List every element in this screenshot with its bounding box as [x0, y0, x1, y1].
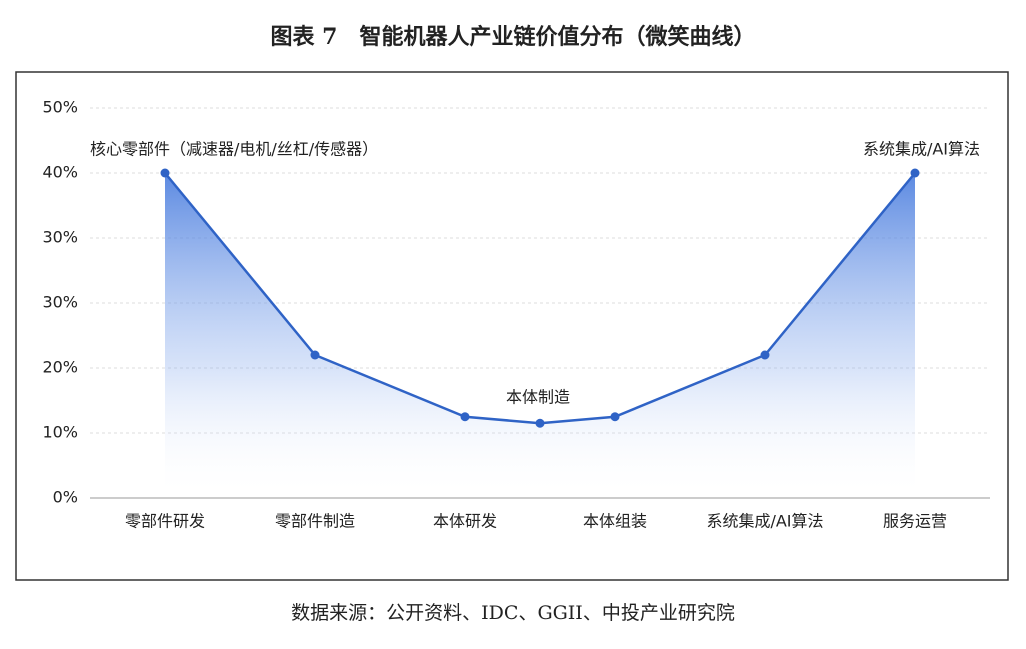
point: [760, 350, 770, 360]
y-tick-label: 20%: [42, 358, 78, 377]
point: [910, 168, 920, 178]
x-tick-label: 零部件研发: [125, 512, 205, 531]
y-tick-label: 10%: [42, 423, 78, 442]
y-tick-label: 0%: [53, 488, 78, 507]
point: [160, 168, 170, 178]
x-tick-label: 本体研发: [433, 512, 497, 531]
point: [610, 412, 620, 422]
area: [165, 173, 915, 498]
source-note: 数据来源：公开资料、IDC、GGII、中投产业研究院: [291, 602, 735, 624]
x-tick-label: 系统集成/AI算法: [706, 512, 823, 531]
x-tick-label: 本体组装: [583, 512, 647, 531]
y-tick-label: 30%: [42, 293, 78, 312]
point: [535, 418, 545, 428]
annotation: 核心零部件（减速器/电机/丝杠/传感器）: [90, 140, 378, 159]
x-tick-label: 零部件制造: [275, 512, 355, 531]
chart-title: 图表 7 智能机器人产业链价值分布（微笑曲线）: [271, 24, 756, 50]
point: [460, 412, 470, 422]
annotation: 本体制造: [506, 388, 570, 407]
y-tick-label: 40%: [42, 163, 78, 182]
chart-frame: [15, 71, 1009, 581]
point: [310, 350, 320, 360]
x-tick-label: 服务运营: [883, 512, 947, 531]
annotation: 系统集成/AI算法: [863, 140, 980, 159]
y-tick-label: 50%: [42, 98, 78, 117]
y-tick-label: 30%: [42, 228, 78, 247]
